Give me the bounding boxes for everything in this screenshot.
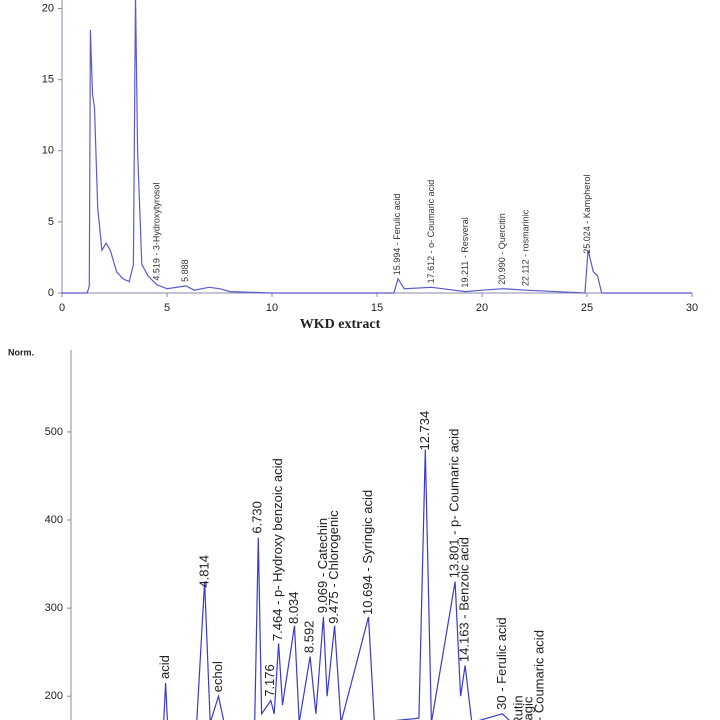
y-tick-label: 15 bbox=[42, 74, 54, 86]
peak-label: 15.994 - Ferulic acid bbox=[392, 194, 402, 276]
peak-label: 6.730 bbox=[250, 501, 265, 534]
peak-label: 20.990 - Quercitin bbox=[497, 213, 507, 285]
y-tick-label: 300 bbox=[45, 602, 63, 614]
x-tick-label: 20 bbox=[476, 302, 488, 314]
y-tick-label: 200 bbox=[45, 690, 63, 702]
peak-label: 14.163 - Benzoic acid bbox=[457, 537, 472, 662]
y-tick-label: 20 bbox=[42, 2, 54, 14]
peak-label: 8.592 bbox=[302, 621, 317, 654]
peak-label: 22.112 - rosmarinic bbox=[521, 209, 531, 286]
peak-label: Rutin bbox=[511, 695, 526, 720]
chromatogram-trace bbox=[62, 0, 692, 294]
peak-label: acid bbox=[157, 655, 172, 679]
x-tick-label: 0 bbox=[59, 302, 65, 314]
peak-label: 25.024 - Kampherol bbox=[582, 175, 592, 254]
y-tick-label: 400 bbox=[45, 514, 63, 526]
peak-label: echol bbox=[210, 661, 225, 692]
peak-label: 7.464 - p- Hydroxy benzoic acid bbox=[270, 458, 285, 641]
y-tick-label: 10 bbox=[42, 145, 54, 157]
peak-label: 9.475 - Chlorogenic bbox=[326, 510, 341, 624]
peak-label: Ellagic bbox=[520, 696, 535, 720]
peak-label: 8.034 bbox=[286, 591, 301, 624]
peak-label: 13.801 - p- Coumaric acid bbox=[447, 429, 462, 579]
peak-label: 12.734 bbox=[417, 411, 432, 451]
peak-label: 30 - Ferulic acid bbox=[494, 617, 509, 709]
peak-label: 9.069 - Catechin bbox=[315, 518, 330, 613]
peak-label: 7.176 bbox=[262, 664, 277, 697]
y-axis-label: Norm. bbox=[8, 347, 34, 357]
peak-label: 4.814 bbox=[196, 555, 211, 588]
peak-label: 5.888 bbox=[180, 259, 190, 282]
x-tick-label: 5 bbox=[164, 302, 170, 314]
x-axis-label: WKD extract bbox=[300, 317, 381, 332]
x-tick-label: 10 bbox=[266, 302, 278, 314]
y-tick-label: 5 bbox=[48, 216, 54, 228]
peak-label: - o- Coumaric acid bbox=[531, 630, 546, 720]
y-tick-label: 500 bbox=[45, 426, 63, 438]
chromatogram-trace bbox=[163, 449, 510, 720]
peak-label: 19.211 - Resveral bbox=[460, 217, 470, 287]
x-tick-label: 15 bbox=[371, 302, 383, 314]
peak-label: 17.612 - o- Coumaric acid bbox=[426, 180, 436, 284]
y-tick-label: 0 bbox=[48, 287, 54, 299]
x-tick-label: 30 bbox=[686, 302, 698, 314]
peak-label: 4.519 - 3-Hydroxytyrosol bbox=[151, 183, 161, 281]
peak-label: 10.694 - Syringic acid bbox=[360, 490, 375, 615]
x-tick-label: 25 bbox=[581, 302, 593, 314]
